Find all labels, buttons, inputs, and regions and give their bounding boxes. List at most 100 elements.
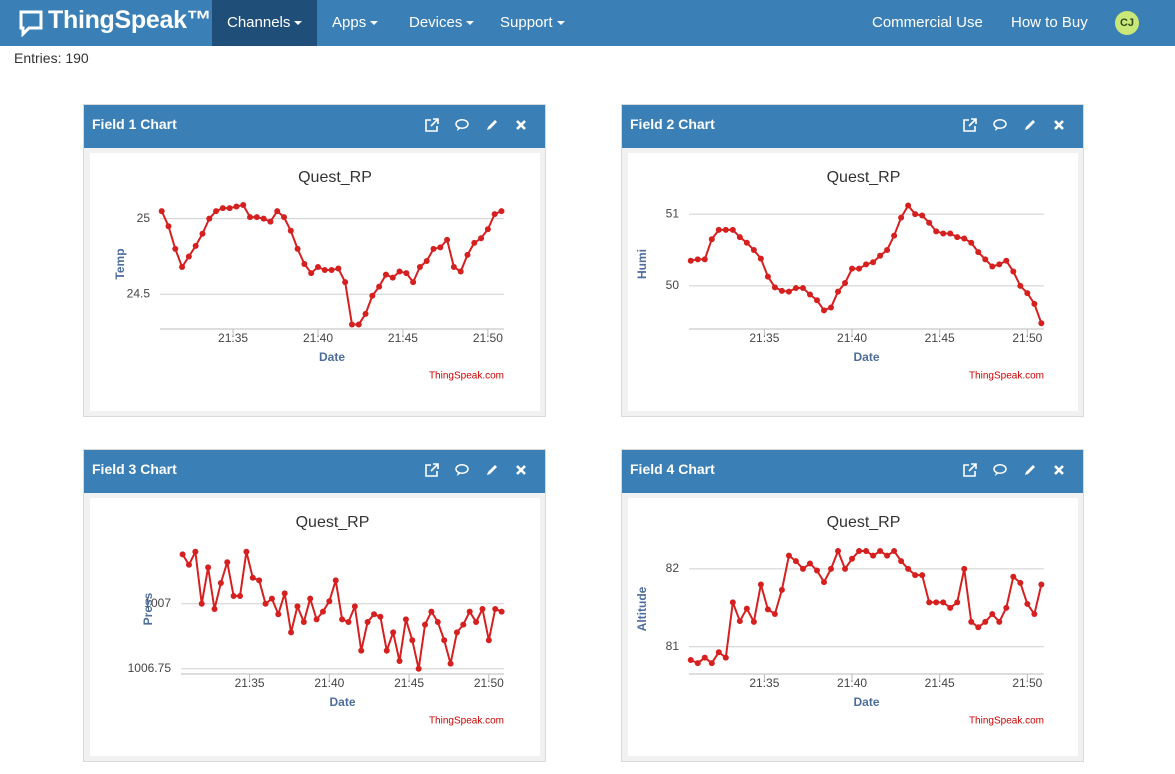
y-tick-label: 1007 (144, 596, 171, 610)
data-point (905, 202, 912, 209)
icon-close[interactable] (513, 117, 529, 133)
data-point (192, 242, 199, 249)
data-point (498, 208, 505, 215)
data-point (396, 658, 403, 664)
panel-title: Field 1 Chart (92, 116, 177, 132)
data-point (933, 228, 940, 235)
icon-close[interactable] (1051, 462, 1067, 478)
icon-edit[interactable] (484, 462, 500, 478)
data-point (708, 660, 715, 667)
nav-commercial[interactable]: Commercial Use (872, 14, 983, 31)
x-tick-label: 21:50 (1012, 331, 1042, 345)
data-point (249, 574, 256, 581)
data-point (1017, 282, 1024, 289)
icon-edit[interactable] (1022, 462, 1038, 478)
data-point (464, 251, 471, 258)
icon-comment[interactable] (454, 462, 470, 478)
icon-close[interactable] (1051, 117, 1067, 133)
x-tick-label: 21:50 (474, 676, 504, 690)
nav-support[interactable]: Support (500, 0, 565, 46)
icon-edit[interactable] (484, 117, 500, 133)
data-point (268, 595, 275, 602)
data-point (1003, 257, 1010, 264)
y-tick-label: 51 (666, 206, 680, 220)
data-point (715, 649, 722, 656)
data-point (856, 265, 863, 272)
data-point (799, 565, 806, 572)
x-tick-label: 21:35 (749, 331, 779, 345)
data-point (1010, 268, 1017, 275)
data-point (729, 599, 736, 606)
data-point (750, 618, 757, 625)
data-point (940, 599, 947, 606)
panel-header: Field 3 Chart (84, 450, 545, 493)
data-point (785, 552, 792, 559)
data-point (975, 249, 982, 256)
avatar[interactable]: CJ (1115, 11, 1139, 35)
data-point (785, 288, 792, 295)
y-axis-label: Humi (635, 249, 649, 279)
x-tick-label: 21:45 (388, 331, 418, 345)
icon-comment[interactable] (992, 117, 1008, 133)
data-point (743, 239, 750, 246)
data-point (256, 577, 263, 584)
data-point (348, 321, 355, 328)
nav-how-to-buy[interactable]: How to Buy (1011, 14, 1088, 31)
icon-comment[interactable] (992, 462, 1008, 478)
data-point (1038, 581, 1045, 588)
panel-header: Field 4 Chart (622, 450, 1083, 493)
data-point (377, 613, 384, 620)
icon-comment[interactable] (454, 117, 470, 133)
data-point (466, 608, 473, 615)
data-point (319, 608, 326, 615)
nav-apps[interactable]: Apps (332, 0, 379, 46)
icon-open[interactable] (962, 462, 978, 478)
icon-edit[interactable] (1022, 117, 1038, 133)
data-point (389, 274, 396, 281)
data-point (457, 268, 464, 275)
data-point (1031, 300, 1038, 307)
data-point (806, 560, 813, 567)
data-point (708, 236, 715, 243)
data-point (441, 637, 448, 644)
data-point (996, 261, 1003, 268)
data-point (362, 310, 369, 317)
data-point (219, 205, 226, 212)
data-point (226, 205, 233, 212)
data-point (240, 202, 247, 209)
data-point (856, 548, 863, 555)
icon-open[interactable] (424, 462, 440, 478)
data-point (820, 579, 827, 586)
x-axis-label: Date (329, 695, 355, 709)
x-tick-label: 21:45 (925, 331, 955, 345)
data-point (891, 548, 898, 555)
icon-open[interactable] (962, 117, 978, 133)
logo-icon (19, 10, 43, 37)
data-point (198, 600, 205, 607)
data-point (912, 211, 919, 218)
icon-close[interactable] (513, 462, 529, 478)
data-point (722, 226, 729, 233)
x-axis-label: Date (319, 350, 345, 364)
data-point (450, 264, 457, 271)
x-tick-label: 21:35 (749, 676, 779, 690)
data-point (828, 565, 834, 572)
data-point (743, 605, 750, 612)
icon-open[interactable] (424, 117, 440, 133)
nav-channels[interactable]: Channels (212, 0, 317, 46)
panel-body (90, 153, 540, 411)
data-point (491, 211, 498, 218)
x-tick-label: 21:40 (837, 331, 867, 345)
data-point (771, 284, 778, 291)
data-point (281, 214, 288, 221)
logo[interactable]: ThingSpeak™ (48, 6, 212, 34)
x-tick-label: 21:45 (925, 676, 955, 690)
nav-label: Apps (332, 14, 367, 31)
data-point (355, 321, 362, 328)
nav-devices[interactable]: Devices (409, 0, 475, 46)
data-point (947, 604, 954, 611)
data-point (968, 239, 975, 246)
data-point (835, 288, 842, 295)
data-point (1038, 320, 1045, 327)
data-point (358, 647, 365, 654)
